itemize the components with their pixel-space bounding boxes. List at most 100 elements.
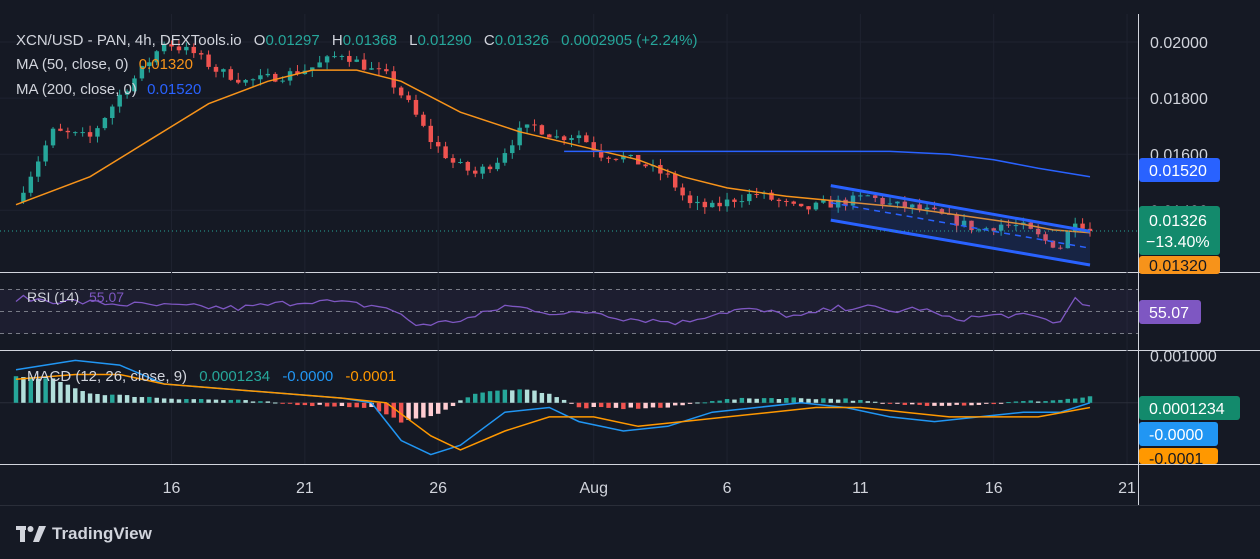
macd-hist-bar-positive xyxy=(835,399,841,403)
bear-candle xyxy=(665,173,671,175)
bear-candle xyxy=(969,220,974,231)
bear-candle xyxy=(880,197,885,205)
macd-hist-bar-positive xyxy=(828,398,833,403)
macd-hist-value: 0.0001234 xyxy=(199,368,270,385)
bear-candle xyxy=(413,99,419,115)
channel-lower-line xyxy=(830,218,1091,267)
macd-hist-bar-positive xyxy=(480,392,485,403)
tradingview-logo[interactable]: TradingView xyxy=(16,523,152,545)
ma50-price-badge: 0.01320 xyxy=(1139,256,1220,275)
macd-hist-bar-positive xyxy=(473,393,478,403)
ma200-line xyxy=(564,150,1091,178)
macd-hist-bar-negative xyxy=(947,402,952,406)
bull-candle xyxy=(502,153,508,163)
macd-hist-bar-positive xyxy=(532,390,537,403)
macd-signal-value: -0.0001 xyxy=(345,368,396,385)
macd-hist-bar-negative xyxy=(961,402,967,406)
macd-hist-bar-positive xyxy=(717,400,722,403)
macd-hist-bar-negative xyxy=(310,402,315,407)
macd-hist-bar-negative xyxy=(991,402,996,405)
bull-candle xyxy=(1013,225,1019,227)
macd-hist-bar-negative xyxy=(924,402,930,406)
bull-candle xyxy=(865,195,871,197)
macd-hist-bar-positive xyxy=(191,399,196,403)
macd-hist-bar-positive xyxy=(806,398,811,403)
bull-candle xyxy=(50,128,56,146)
bear-candle xyxy=(176,46,182,51)
macd-hist-bar-negative xyxy=(984,402,989,404)
bear-candle xyxy=(613,158,619,160)
macd-hist-bar-positive xyxy=(858,399,863,403)
bull-candle xyxy=(747,194,752,202)
bear-candle xyxy=(784,201,789,203)
bear-candle xyxy=(606,157,611,159)
macd-hist-bar-positive xyxy=(21,377,26,403)
bear-candle xyxy=(347,55,352,62)
ma200-badge-text: 0.01520 xyxy=(1149,163,1207,180)
rsi-badge: 55.07 xyxy=(1139,300,1201,324)
bull-candle xyxy=(495,162,500,170)
bear-candle xyxy=(754,194,759,196)
macd-hist-bar-negative xyxy=(576,402,582,408)
macd-hist-bar-negative xyxy=(317,402,322,405)
macd-hist-bar-positive xyxy=(169,398,174,403)
macd-hist-bar-positive xyxy=(798,398,804,403)
macd-hist-bar-positive xyxy=(761,398,767,403)
macd-hist-bar-negative xyxy=(569,402,574,404)
macd-hist-bar-positive xyxy=(117,394,122,403)
rsi-label: RSI (14) xyxy=(27,289,79,305)
bull-candle xyxy=(43,145,48,162)
bull-candle xyxy=(710,202,715,208)
macd-hist-bar-positive xyxy=(80,391,85,403)
macd-hist-bar-positive xyxy=(724,399,730,403)
macd-hist-bar-negative xyxy=(887,402,893,404)
channel-fill xyxy=(830,185,1090,265)
bear-candle xyxy=(198,53,204,55)
rsi-pane[interactable] xyxy=(0,289,1138,334)
bull-candle xyxy=(984,228,989,230)
macd-hist-bar-negative xyxy=(658,402,663,408)
macd-hist-bar-negative xyxy=(650,402,656,408)
macd-hist-bar-negative xyxy=(598,402,604,408)
macd-hist-bar-positive xyxy=(154,397,159,403)
macd-hist-bar-positive xyxy=(161,398,167,403)
open-label: O xyxy=(254,32,266,49)
bear-candle xyxy=(1080,223,1085,229)
bear-candle xyxy=(398,87,404,96)
rsi-legend[interactable]: RSI (14) 55.07 xyxy=(27,289,124,305)
macd-hist-bar-negative xyxy=(939,402,945,406)
macd-hist-bar-positive xyxy=(495,390,500,403)
price-pane[interactable] xyxy=(0,40,1138,267)
macd-hist-bar-positive xyxy=(458,400,463,403)
bear-candle xyxy=(58,128,63,131)
bear-candle xyxy=(295,71,300,75)
macd-hist-bar-positive xyxy=(95,393,100,403)
macd-hist-bar-positive xyxy=(747,398,752,403)
time-tick-label: 16 xyxy=(163,480,181,497)
ma200-legend[interactable]: MA (200, close, 0) 0.01520 xyxy=(16,81,201,98)
macd-hist-bar-positive xyxy=(43,378,48,403)
high-label: H xyxy=(332,32,343,49)
macd-hist-bar-positive xyxy=(1087,396,1093,403)
tradingview-logo-icon xyxy=(16,526,46,542)
macd-hist-bar-positive xyxy=(1043,401,1048,403)
macd-legend[interactable]: MACD (12, 26, close, 9) 0.0001234 -0.000… xyxy=(27,368,396,385)
symbol-legend[interactable]: XCN/USD - PAN, 4h, DEXTools.io O0.01297 … xyxy=(16,32,697,49)
bull-candle xyxy=(724,199,730,207)
macd-hist-bar-positive xyxy=(695,402,700,404)
macd-hist-bar-positive xyxy=(1058,399,1063,403)
ma50-legend[interactable]: MA (50, close, 0) 0.01320 xyxy=(16,56,193,73)
macd-hist-bar-positive xyxy=(87,393,93,403)
macd-pane[interactable] xyxy=(0,359,1138,456)
low-label: L xyxy=(409,32,417,49)
macd-hist-bar-positive xyxy=(510,390,515,403)
macd-hist-bar-positive xyxy=(206,399,211,403)
macd-hist-bar-positive xyxy=(502,389,508,403)
macd-hist-bar-negative xyxy=(435,402,441,414)
macd-hist-bar-positive xyxy=(13,376,19,403)
macd-hist-bar-negative xyxy=(450,402,456,407)
bull-candle xyxy=(73,132,78,134)
ma50-value: 0.01320 xyxy=(139,56,193,73)
